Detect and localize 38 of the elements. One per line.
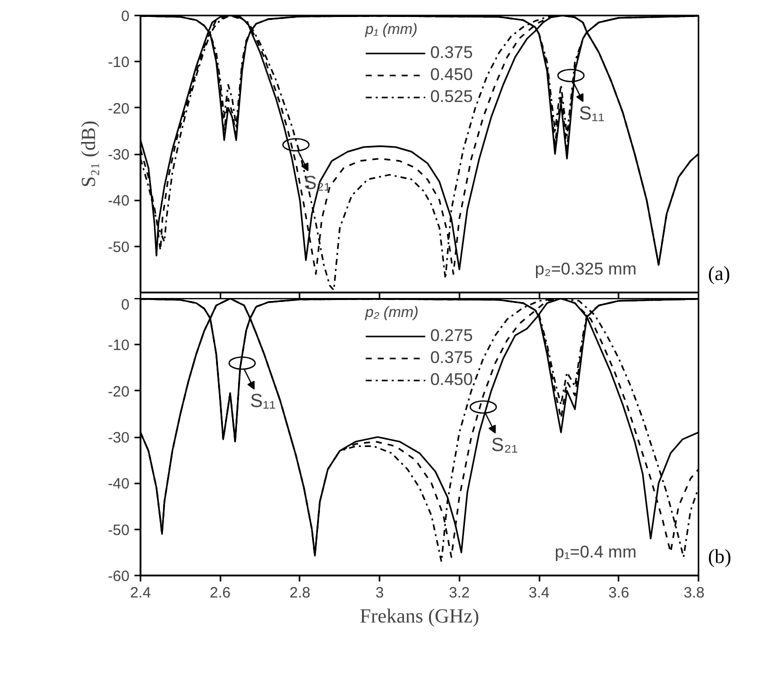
y-tick-label: -10 (108, 54, 130, 72)
x-tick-label: 3.6 (608, 584, 630, 602)
x-axis-title: Frekans (GHz) (360, 606, 480, 628)
text: (a) (708, 262, 730, 287)
legend-label: 0.375 (430, 348, 473, 368)
y-tick-label: 0 (121, 296, 130, 314)
y-tick-label: -40 (108, 476, 130, 493)
annotation: S₁₁ (250, 391, 276, 412)
legend-label: 0.450 (430, 65, 473, 85)
annotation: p₂=0.325 mm (534, 260, 637, 278)
y-tick-label: -20 (108, 100, 130, 118)
y-tick-label: -30 (108, 146, 130, 164)
legend-title: p₁ (mm) (365, 21, 418, 38)
legend-label: 0.525 (430, 87, 473, 107)
y-tick-label: -10 (108, 337, 130, 354)
y-tick-label: -40 (108, 192, 130, 210)
text: (b) (708, 545, 732, 570)
legend-label: 0.450 (430, 370, 473, 390)
annotation: p₁=0.4 mm (554, 542, 636, 562)
x-tick-label: 3 (375, 584, 384, 602)
y-tick-label: -20 (108, 383, 130, 400)
y-tick-label: 0 (121, 8, 130, 25)
legend-label: 0.275 (430, 326, 473, 346)
x-tick-label: 2.4 (130, 584, 151, 602)
x-tick-label: 3.4 (528, 584, 550, 602)
x-tick-label: 3.8 (684, 584, 705, 602)
legend-label: 0.375 (430, 43, 473, 63)
legend-title: p₂ (mm) (365, 304, 420, 321)
y-tick-label: -50 (108, 238, 130, 256)
y-axis-title: S₂₁ (dB) (78, 120, 100, 188)
annotation: S₁₁ (578, 104, 604, 125)
y-tick-label: -30 (108, 430, 130, 446)
y-tick-label: -50 (108, 522, 130, 539)
x-tick-label: 2.6 (210, 584, 231, 602)
x-tick-label: 3.2 (448, 584, 470, 602)
annotation: S₂₁ (491, 434, 518, 456)
y-tick-label: -60 (108, 568, 130, 585)
x-tick-label: 2.8 (290, 584, 310, 602)
